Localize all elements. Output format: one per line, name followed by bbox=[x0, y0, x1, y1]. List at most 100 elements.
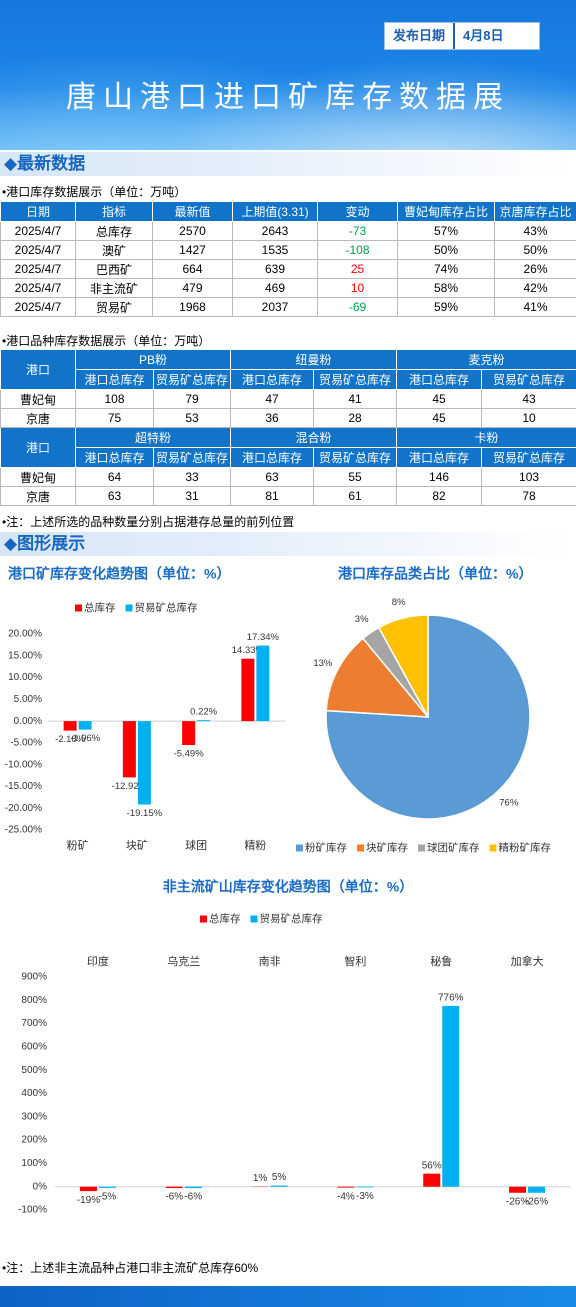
value-label: 5% bbox=[272, 1172, 287, 1183]
value-label: -2.18% bbox=[55, 734, 86, 745]
value-label: 13% bbox=[313, 658, 333, 669]
header-cell: 港口 bbox=[0, 427, 76, 468]
category-label: 印度 bbox=[87, 954, 109, 968]
value-label: -5.49% bbox=[174, 749, 205, 760]
bar bbox=[78, 721, 92, 730]
category-label: 粉矿 bbox=[67, 839, 89, 852]
cell: 58% bbox=[397, 278, 495, 298]
cell: 25 bbox=[317, 259, 398, 279]
legend-swatch bbox=[357, 844, 364, 852]
cell: -73 bbox=[317, 221, 398, 241]
cell: 总库存 bbox=[75, 221, 153, 241]
header-cell: 港口 bbox=[0, 349, 76, 390]
cell: 82 bbox=[396, 486, 483, 506]
table-container: 港口 PB粉 纽曼粉 麦克粉 港口总库存 贸易矿总库存 港口总库存 贸易矿总库存 港口总库存 贸易… bbox=[0, 349, 576, 506]
cell: -108 bbox=[317, 240, 398, 260]
y-tick-label: 800% bbox=[21, 995, 47, 1006]
sub-header: 贸易矿总库存 bbox=[313, 447, 398, 468]
footer-bar bbox=[0, 1286, 576, 1307]
cell: 146 bbox=[396, 467, 483, 487]
cell: 2037 bbox=[232, 297, 318, 317]
value-label: 76% bbox=[499, 798, 519, 809]
value-label: 0.22% bbox=[190, 707, 217, 718]
cell: 巴西矿 bbox=[75, 259, 153, 279]
y-tick-label: 600% bbox=[21, 1042, 47, 1053]
bar bbox=[423, 1173, 441, 1187]
legend-swatch bbox=[75, 604, 82, 612]
cell: 非主流矿 bbox=[75, 278, 153, 298]
row: 2025/4/7 巴西矿 664 639 25 74% 26% bbox=[0, 259, 576, 279]
cell: 469 bbox=[232, 278, 318, 298]
bar bbox=[528, 1186, 546, 1193]
cell: 61 bbox=[313, 486, 398, 506]
value-label: -19% bbox=[77, 1195, 100, 1206]
sub-header: 港口总库存 bbox=[75, 369, 154, 390]
value-label: -12.92% bbox=[112, 781, 148, 792]
category-label: 智利 bbox=[344, 954, 366, 968]
cell: 2025/4/7 bbox=[0, 297, 76, 317]
note: •注：上述所选的品种数量分别占据港存总量的前列位置 bbox=[2, 515, 295, 529]
chart-title: 港口库存品类占比（单位：%） bbox=[338, 566, 532, 582]
group-header: 卡粉 bbox=[396, 427, 576, 448]
row: 2025/4/7 非主流矿 479 469 10 58% 42% bbox=[0, 278, 576, 298]
group-header: 超特粉 bbox=[74, 427, 232, 448]
cell: 74% bbox=[397, 259, 495, 279]
group-header: 混合粉 bbox=[230, 427, 398, 448]
charts: 港口矿库存变化趋势图（单位：%） -25.00% -20.00% -15.00% -10… bbox=[5, 566, 570, 1216]
cell: 1427 bbox=[152, 240, 233, 260]
category-label: 块矿 bbox=[126, 839, 148, 852]
sub-header: 贸易矿总库存 bbox=[481, 369, 576, 390]
cell: 50% bbox=[494, 240, 576, 260]
chart-title: 港口矿库存变化趋势图（单位：%） bbox=[8, 566, 230, 582]
value-label: -1.96% bbox=[70, 733, 101, 744]
header-row: 港口 PB粉 纽曼粉 麦克粉 bbox=[0, 349, 576, 390]
cell: 57% bbox=[397, 221, 495, 241]
cell: 55 bbox=[313, 467, 398, 487]
variety-table: 港口 PB粉 纽曼粉 麦克粉 港口总库存 贸易矿总库存 港口总库存 贸易矿总库存 港口总库存 贸易… bbox=[0, 349, 576, 506]
category-label: 乌克兰 bbox=[167, 954, 200, 968]
header-cell: 指标 bbox=[75, 201, 153, 222]
cell: 10 bbox=[481, 408, 576, 428]
y-tick-label: 0% bbox=[33, 1181, 48, 1192]
date-label: 发布日期 bbox=[393, 28, 446, 43]
section-title: ◆图形展示 bbox=[0, 532, 576, 556]
y-tick-label: -10.00% bbox=[5, 759, 42, 770]
bar bbox=[270, 1185, 288, 1187]
sub-header: 贸易矿总库存 bbox=[313, 369, 398, 390]
row: 曹妃甸 108 79 47 41 45 43 bbox=[0, 389, 576, 409]
legend-label: 球团矿库存 bbox=[427, 841, 480, 854]
y-tick-label: 300% bbox=[21, 1111, 47, 1122]
row: 2025/4/7 澳矿 1427 1535 -108 50% 50% bbox=[0, 240, 576, 260]
cell: 78 bbox=[481, 486, 576, 506]
cell: 81 bbox=[230, 486, 315, 506]
cell: 28 bbox=[313, 408, 398, 428]
group-header: 麦克粉 bbox=[396, 349, 576, 370]
bar bbox=[184, 1186, 202, 1189]
sub-header: 港口总库存 bbox=[230, 447, 315, 468]
cell: 103 bbox=[481, 467, 576, 487]
date-box: 发布日期 4月8日 bbox=[384, 22, 541, 50]
bar bbox=[337, 1186, 355, 1188]
bar bbox=[442, 1005, 460, 1187]
value-label: 17.34% bbox=[247, 632, 280, 643]
y-tick-label: -100% bbox=[18, 1205, 47, 1216]
value-label: -26% bbox=[525, 1196, 548, 1207]
cell: 108 bbox=[75, 389, 154, 409]
value-label: -4% bbox=[337, 1191, 355, 1202]
table-container: 日期 指标 最新值 上期值(3.31) 变动 曹妃甸库存占比 京唐库存占比 2025/4/7 总… bbox=[0, 201, 576, 317]
cell: 贸易矿 bbox=[75, 297, 153, 317]
bar bbox=[165, 1186, 183, 1189]
legend-swatch bbox=[125, 604, 133, 612]
cell: 41% bbox=[494, 297, 576, 317]
legend-label: 贸易矿总库存 bbox=[260, 912, 323, 925]
cell: 26% bbox=[494, 259, 576, 279]
sub-header: 港口总库存 bbox=[230, 369, 315, 390]
category-label: 球团 bbox=[185, 838, 207, 852]
bar bbox=[197, 720, 211, 722]
cell: 2570 bbox=[152, 221, 233, 241]
cell: 63 bbox=[75, 486, 154, 506]
chart-title: 非主流矿山库存变化趋势图（单位：%） bbox=[163, 879, 413, 895]
bar bbox=[356, 1186, 374, 1188]
cell: 2025/4/7 bbox=[0, 221, 76, 241]
